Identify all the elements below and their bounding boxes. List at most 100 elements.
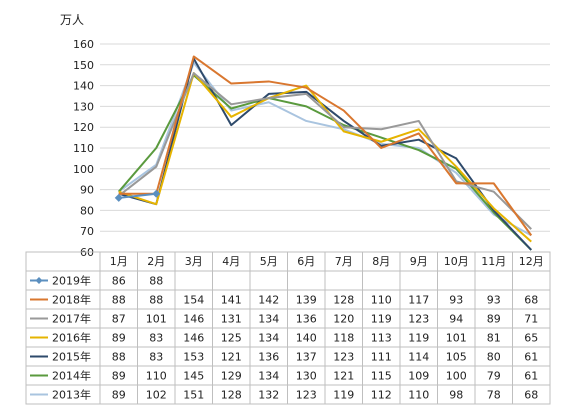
category-label: 4月 <box>222 255 240 268</box>
y-tick-label: 80 <box>80 204 94 217</box>
category-label: 5月 <box>260 255 278 268</box>
y-tick-label: 120 <box>73 121 94 134</box>
table-cell-value: 130 <box>296 370 317 383</box>
table-cell-value: 115 <box>371 370 392 383</box>
series-2018年 <box>118 55 533 236</box>
table-cell-value: 89 <box>487 313 501 326</box>
series-line <box>118 57 532 251</box>
category-label: 7月 <box>335 255 353 268</box>
table-cell-value: 81 <box>487 332 501 345</box>
legend-label: 2019年 <box>52 274 91 288</box>
table-cell-value: 123 <box>333 351 354 364</box>
table-cell-value: 102 <box>146 389 167 402</box>
table-cell-value: 145 <box>183 370 204 383</box>
table-cell-value: 80 <box>487 351 501 364</box>
y-unit-label: 万人 <box>60 13 84 27</box>
category-label: 8月 <box>372 255 390 268</box>
series-line <box>118 72 532 243</box>
table-cell-value: 79 <box>487 370 501 383</box>
table-cell-value: 101 <box>446 332 467 345</box>
y-tick-label: 70 <box>80 225 94 238</box>
y-tick-label: 100 <box>73 163 94 176</box>
table-cell-value: 65 <box>524 332 538 345</box>
table-cell-value: 121 <box>333 370 354 383</box>
table-cell-value: 141 <box>221 294 242 307</box>
table-cell-value: 134 <box>258 313 279 326</box>
series-2013年 <box>118 61 532 237</box>
table-cell-value: 89 <box>112 389 126 402</box>
table-cell-value: 123 <box>408 313 429 326</box>
data-point <box>114 193 123 202</box>
category-label: 2月 <box>147 255 165 268</box>
data-point <box>152 189 161 198</box>
table-cell-value: 119 <box>371 313 392 326</box>
table-cell-value: 119 <box>408 332 429 345</box>
legend-label: 2016年 <box>52 331 91 345</box>
table-cell-value: 136 <box>258 351 279 364</box>
table-cell-value: 134 <box>258 370 279 383</box>
table-cell-value: 98 <box>449 389 463 402</box>
table-cell-value: 83 <box>149 332 163 345</box>
table-cell-value: 146 <box>183 332 204 345</box>
table-cell-value: 119 <box>333 389 354 402</box>
legend-label: 2018年 <box>52 293 91 307</box>
series-line <box>118 55 533 236</box>
table-cell-value: 61 <box>524 351 538 364</box>
table-cell-value: 117 <box>408 294 429 307</box>
legend-label: 2013年 <box>52 388 91 402</box>
y-tick-label: 140 <box>73 80 94 93</box>
table-cell-value: 134 <box>258 332 279 345</box>
table-cell-value: 121 <box>221 351 242 364</box>
table-cell-value: 111 <box>371 351 392 364</box>
y-tick-label: 150 <box>73 59 94 72</box>
table-cell-value: 110 <box>146 370 167 383</box>
category-label: 11月 <box>481 255 506 268</box>
table-cell-value: 88 <box>149 294 163 307</box>
category-label: 10月 <box>444 255 469 268</box>
table-cell-value: 125 <box>221 332 242 345</box>
table-cell-value: 78 <box>487 389 501 402</box>
table-cell-value: 113 <box>371 332 392 345</box>
table-cell-value: 61 <box>524 370 538 383</box>
table-cell-value: 151 <box>183 389 204 402</box>
table-cell-value: 105 <box>446 351 467 364</box>
table-cell-value: 89 <box>112 370 126 383</box>
table-cell-value: 110 <box>371 294 392 307</box>
series-2019年 <box>114 189 161 202</box>
series-line <box>118 61 532 237</box>
legend-label: 2017年 <box>52 312 91 326</box>
table-cell-value: 68 <box>524 389 538 402</box>
table-cell-value: 109 <box>408 370 429 383</box>
table-cell-value: 154 <box>183 294 204 307</box>
table-cell-value: 118 <box>333 332 354 345</box>
table-cell-value: 137 <box>296 351 317 364</box>
table-cell-value: 114 <box>408 351 429 364</box>
table-cell-value: 128 <box>221 389 242 402</box>
table-cell-value: 120 <box>333 313 354 326</box>
data-table: 1月 2月 3月 4月 5月 6月 7月 8月 9月 10月 11月 12月 2019年 86 88 2018… <box>25 251 551 405</box>
series-lines <box>114 55 533 251</box>
category-label: 3月 <box>185 255 203 268</box>
series-2015年 <box>118 57 532 251</box>
y-tick-label: 130 <box>73 100 94 113</box>
table-cell-value: 153 <box>183 351 204 364</box>
category-label: 6月 <box>297 255 315 268</box>
table-cell-value: 136 <box>296 313 317 326</box>
table-cell-value: 139 <box>296 294 317 307</box>
table-cell-value: 146 <box>183 313 204 326</box>
table-cell-value: 101 <box>146 313 167 326</box>
table-cell-value: 129 <box>221 370 242 383</box>
table-cell-value: 128 <box>333 294 354 307</box>
legend-label: 2014年 <box>52 369 91 383</box>
table-cell-value: 89 <box>112 332 126 345</box>
legend-marker <box>35 277 43 284</box>
table-cell-value: 83 <box>149 351 163 364</box>
table-cell-value: 112 <box>371 389 392 402</box>
table-cell-value: 71 <box>524 313 538 326</box>
legend-label: 2015年 <box>52 350 91 364</box>
table-cell-value: 88 <box>149 275 163 288</box>
table-cell-value: 93 <box>449 294 463 307</box>
category-label: 12月 <box>519 255 544 268</box>
y-tick-label: 110 <box>73 142 94 155</box>
